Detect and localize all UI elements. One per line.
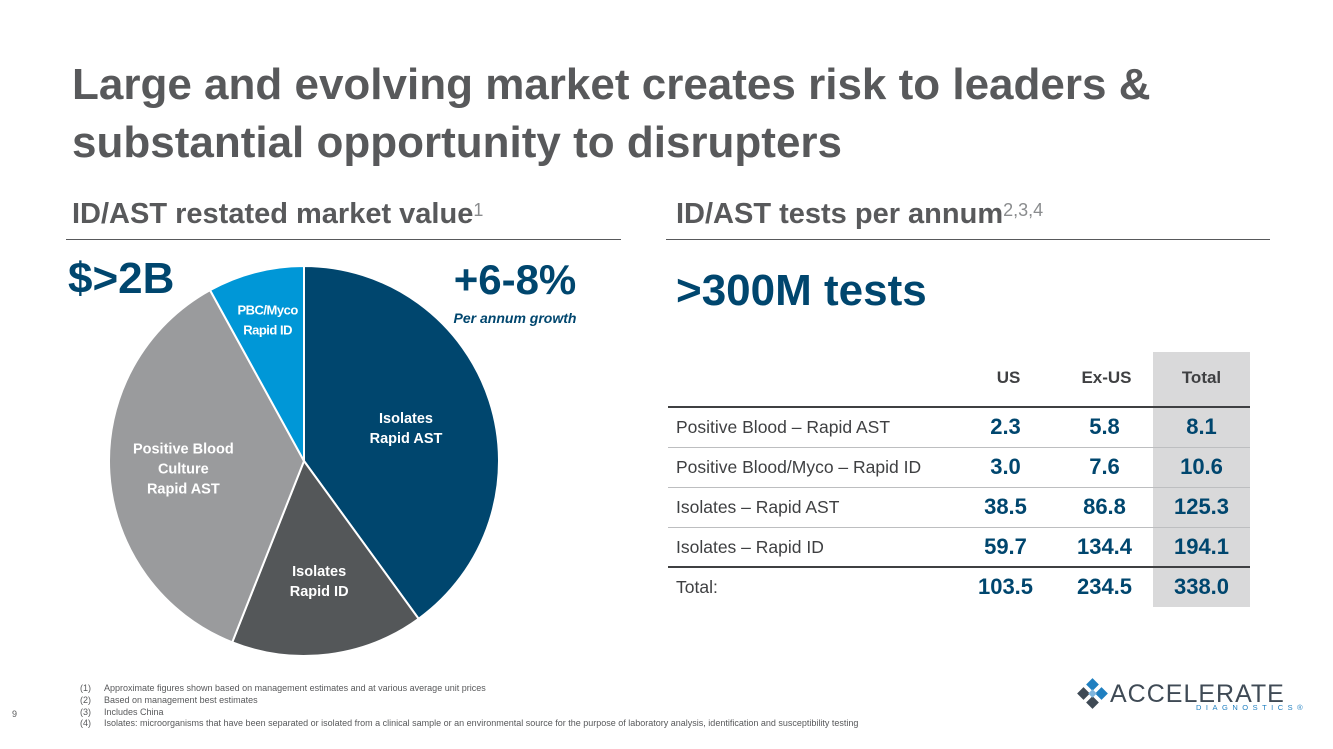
total-total-value: 338.0 (1173, 574, 1230, 599)
footnote-number: (3) (80, 706, 91, 717)
logo-wordmark: ACCELERATE (1110, 680, 1285, 708)
right-heading-footnote: 2,3,4 (1003, 200, 1044, 220)
row-label: Isolates – Rapid AST (676, 497, 840, 517)
market-value-pie-chart: Isolates Rapid AST Isolates Rapid ID Positiv… (108, 265, 500, 657)
pie-slice-positive-blood-culture-rapid-ast (108, 288, 306, 644)
row-us-value: 2.3 (990, 414, 1021, 439)
footnote: (4) Isolates: microorganisms that have be… (80, 718, 858, 730)
column-header-total: Total (1181, 368, 1222, 387)
footnote-text: Approximate figures shown based on manag… (104, 683, 486, 693)
row-exus-value: 5.8 (1089, 414, 1120, 439)
row-label: Positive Blood/Myco – Rapid ID (676, 457, 922, 477)
footnote: (1) Approximate figures shown based on ma… (80, 683, 858, 695)
row-us-value: 59.7 (984, 534, 1027, 559)
right-section-heading: ID/AST tests per annum2,3,4 (676, 196, 1043, 232)
title-line-2: substantial opportunity to disrupters (72, 118, 843, 167)
pie-slice-label: Positive Blood Culture Rapid AST (133, 442, 234, 498)
footnote-text: Includes China (104, 706, 164, 717)
row-exus-value: 134.4 (1076, 534, 1133, 559)
row-exus-value: 86.8 (1083, 494, 1126, 519)
table-row: Isolates – Rapid ID 59.7 134.4 194.1 (668, 528, 1250, 568)
row-divider (668, 487, 1250, 488)
footnote-number: (4) (80, 718, 91, 729)
total-column-highlight (1153, 352, 1250, 607)
market-value-callout: $>2B (68, 254, 175, 303)
footnote-number: (1) (80, 683, 91, 693)
row-label: Positive Blood – Rapid AST (676, 417, 891, 437)
row-total-value: 194.1 (1173, 534, 1230, 559)
right-heading-divider (666, 239, 1270, 240)
tests-headline: >300M tests (676, 266, 927, 315)
pie-slice-label: Isolates Rapid ID (290, 564, 349, 600)
total-label: Total: (676, 577, 718, 597)
column-header-us: US (996, 368, 1021, 387)
footnote-text: Isolates: microorganisms that have been … (104, 718, 859, 729)
title-line-1: Large and evolving market creates risk t… (72, 60, 1151, 109)
growth-label: Per annum growth (453, 310, 577, 326)
logo-subtext: DIAGNOSTICS® (1196, 703, 1308, 712)
pie-slice-isolates-rapid-id (230, 458, 421, 657)
total-row: Total: 103.5 234.5 338.0 (668, 568, 1250, 608)
header-divider (668, 406, 1250, 408)
row-total-value: 125.3 (1173, 494, 1230, 519)
left-section-heading: ID/AST restated market value1 (72, 196, 483, 232)
row-label: Isolates – Rapid ID (676, 537, 824, 557)
footnote-number: (2) (80, 694, 91, 705)
right-heading-text: ID/AST tests per annum (676, 198, 1004, 230)
left-heading-divider (66, 239, 621, 240)
row-divider (668, 527, 1250, 528)
table-row: Positive Blood – Rapid AST 2.3 5.8 8.1 (668, 408, 1250, 448)
left-heading-footnote: 1 (473, 200, 484, 220)
footnote: (3) Includes China (80, 707, 858, 719)
pie-slice-label: Isolates Rapid AST (370, 411, 443, 447)
column-header-exus: Ex-US (1081, 368, 1132, 387)
row-total-value: 8.1 (1186, 414, 1217, 439)
footnote: (2) Based on management best estimates (80, 695, 858, 707)
row-total-value: 10.6 (1180, 454, 1223, 479)
growth-callout: +6-8% (453, 256, 577, 303)
row-exus-value: 7.6 (1089, 454, 1120, 479)
left-heading-text: ID/AST restated market value (72, 198, 474, 230)
total-exus-value: 234.5 (1076, 574, 1133, 599)
total-divider (668, 566, 1250, 568)
total-us-value: 103.5 (977, 574, 1034, 599)
pie-slice-pbc-myco-rapid-id (208, 265, 305, 462)
logo-mark-icon (1077, 678, 1108, 709)
footnotes: (1) Approximate figures shown based on ma… (80, 683, 858, 730)
page-title: Large and evolving market creates risk t… (72, 56, 1292, 172)
pie-slice-isolates-rapid-ast (303, 265, 500, 621)
footnote-text: Based on management best estimates (104, 694, 258, 705)
accelerate-logo: ACCELERATE DIAGNOSTICS® (1076, 678, 1303, 716)
row-us-value: 3.0 (990, 454, 1021, 479)
table-row: Positive Blood/Myco – Rapid ID 3.0 7.6 1… (668, 448, 1250, 488)
page-number: 9 (12, 709, 18, 719)
row-divider (668, 447, 1250, 448)
pie-slice-label: PBC/Myco Rapid ID (237, 302, 298, 337)
row-us-value: 38.5 (984, 494, 1027, 519)
table-row: Isolates – Rapid AST 38.5 86.8 125.3 (668, 488, 1250, 528)
